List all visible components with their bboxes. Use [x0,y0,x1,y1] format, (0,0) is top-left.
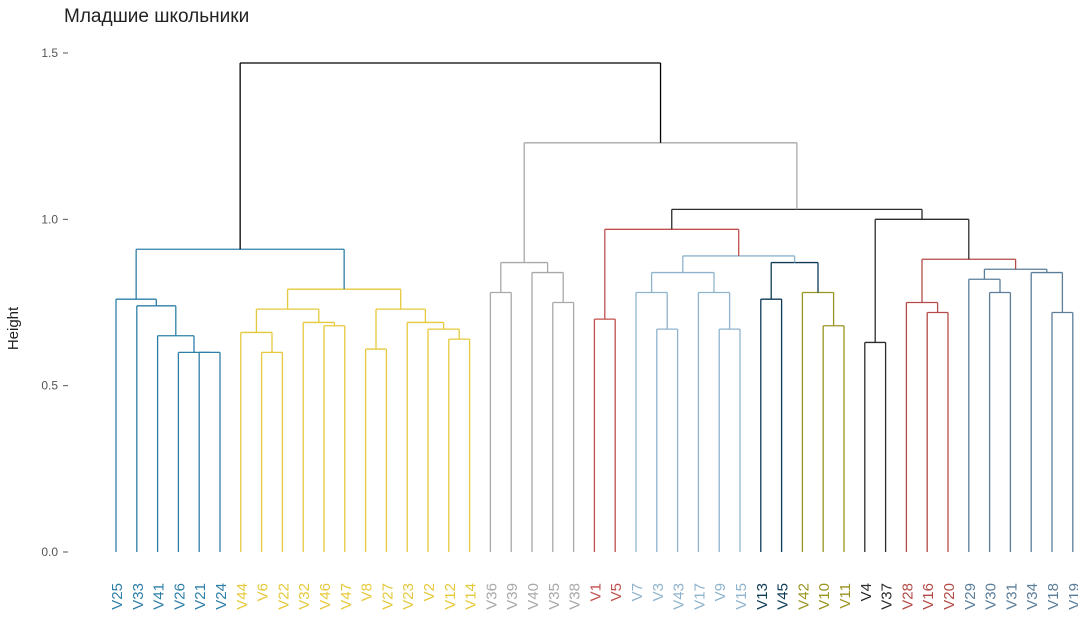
leaf-label: V2 [421,583,438,601]
leaf-label: V1 [587,583,604,601]
leaf-label: V31 [1003,583,1020,610]
leaf-label: V28 [899,583,916,610]
y-tick-label: 1.5 [41,46,58,60]
leaf-label: V8 [359,583,376,601]
leaf-label: V6 [255,583,272,601]
leaf-label: V29 [962,583,979,610]
leaf-label: V5 [608,583,625,601]
leaf-label: V20 [941,583,958,610]
leaf-label: V16 [920,583,937,610]
y-tick-label: 1.0 [41,212,58,226]
leaf-label: V37 [879,583,896,610]
leaf-label: V11 [837,583,854,609]
dendrogram-branches [115,62,1074,552]
leaf-label: V23 [400,583,417,610]
leaf-label: V32 [296,583,313,610]
leaf-label: V26 [171,583,188,610]
leaf-label: V19 [1066,583,1078,610]
leaf-label: V46 [317,583,334,610]
leaf-label: V25 [109,583,126,610]
leaf-label: V40 [525,583,542,610]
leaf-label: V35 [546,583,563,610]
leaf-label: V4 [858,583,875,601]
y-tick-label: 0.0 [41,545,58,559]
leaf-label: V21 [192,583,209,610]
leaf-label: V43 [671,583,688,610]
leaf-label: V36 [483,583,500,610]
leaf-label: V39 [504,583,521,610]
leaf-label: V24 [213,583,230,610]
leaf-label: V33 [130,583,147,610]
chart-title: Младшие школьники [64,6,250,27]
leaf-label: V42 [795,583,812,610]
leaf-label: V22 [275,583,292,610]
leaf-label: V7 [629,583,646,601]
y-axis: 0.0 0.5 1.0 1.5 [41,46,68,559]
leaf-label: V47 [338,583,355,610]
leaf-label: V10 [816,583,833,610]
leaf-label: V14 [463,583,480,610]
y-tick-label: 0.5 [41,379,58,393]
leaf-label: V3 [650,583,667,601]
leaf-labels: V25 V33 V41 V26 V21 V24 V44 V6 V22 V32 V46 V47 V8 V27… [109,583,1078,610]
leaf-label: V18 [1045,583,1062,610]
leaf-label: V30 [983,583,1000,610]
leaf-label: V44 [234,583,251,610]
leaf-label: V9 [712,583,729,601]
leaf-label: V34 [1024,583,1041,610]
leaf-label: V13 [754,583,771,610]
leaf-label: V41 [151,583,168,610]
leaf-label: V27 [379,583,396,610]
leaf-label: V12 [442,583,459,610]
leaf-label: V38 [567,583,584,610]
leaf-label: V17 [691,583,708,610]
leaf-label: V15 [733,583,750,610]
leaf-label: V45 [775,583,792,610]
